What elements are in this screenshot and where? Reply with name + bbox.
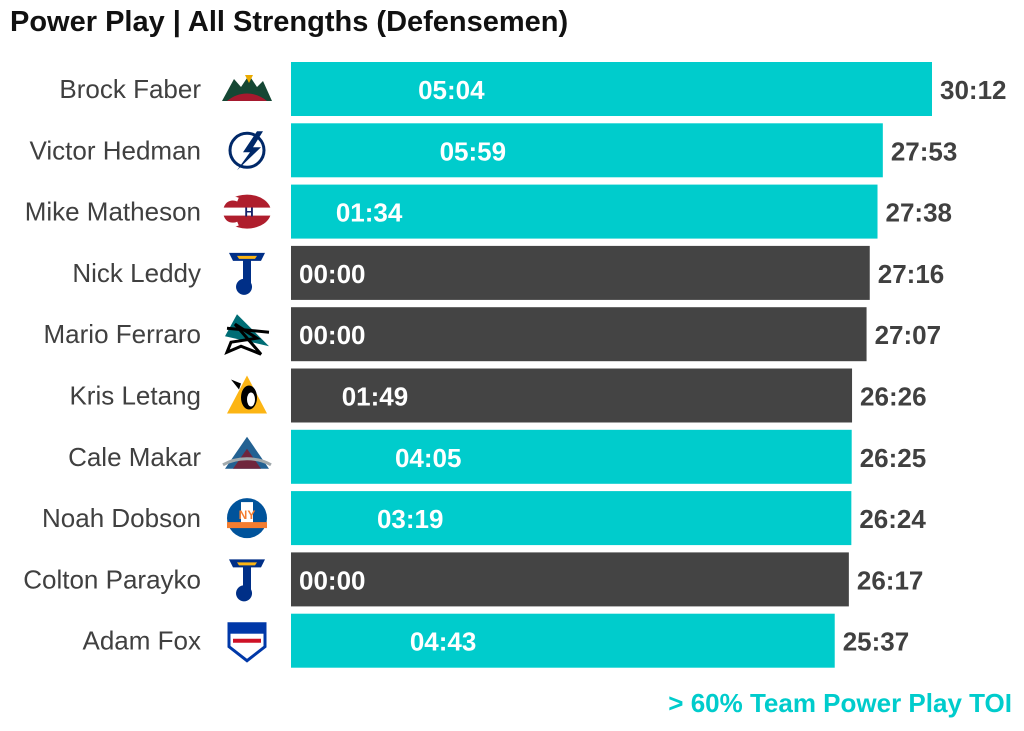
new-york-islanders-logo: NY <box>227 498 267 539</box>
total-time-label: 26:26 <box>860 382 927 412</box>
bar-row: Brock Faber 05:04 30:12 <box>59 62 1007 116</box>
chart-title: Power Play | All Strengths (Defensemen) <box>10 6 569 38</box>
player-name-label: Kris Letang <box>69 381 201 411</box>
pp-time-label: 00:00 <box>299 259 366 289</box>
bar <box>291 123 883 178</box>
bar <box>291 429 852 484</box>
bar <box>291 307 867 362</box>
bar-row: Cale Makar 04:05 26:25 <box>68 429 927 484</box>
pp-time-label: 01:34 <box>336 198 403 228</box>
st-louis-blues-logo <box>229 559 265 602</box>
player-name-label: Noah Dobson <box>42 503 201 533</box>
bar-row: Colton Parayko 00:00 26:17 <box>23 552 924 607</box>
st-louis-blues-logo <box>229 252 265 295</box>
colorado-avalanche-logo <box>222 436 272 469</box>
bar-row: Mike Matheson H 01:34 27:38 <box>25 184 953 239</box>
bar-row: Kris Letang 01:49 26:26 <box>69 368 927 423</box>
player-name-label: Colton Parayko <box>23 564 201 594</box>
total-time-label: 26:24 <box>859 504 926 534</box>
pp-time-label: 00:00 <box>299 320 366 350</box>
pittsburgh-penguins-logo <box>227 375 267 414</box>
bar-row: Mario Ferraro 00:00 27:07 <box>44 307 942 362</box>
player-name-label: Mike Matheson <box>25 197 201 227</box>
player-name-label: Mario Ferraro <box>44 319 201 349</box>
montreal-canadiens-logo: H <box>218 194 271 229</box>
total-time-label: 26:17 <box>857 565 924 595</box>
bar-row: Noah Dobson NY 03:19 26:24 <box>42 491 926 546</box>
pp-time-label: 04:05 <box>395 443 462 473</box>
bar <box>291 552 849 607</box>
player-name-label: Brock Faber <box>59 74 201 104</box>
pp-time-label: 00:00 <box>299 565 366 595</box>
svg-text:H: H <box>244 205 253 220</box>
legend-text: > 60% Team Power Play TOI <box>668 688 1012 718</box>
pp-time-label: 04:43 <box>410 627 477 657</box>
total-time-label: 27:38 <box>886 198 953 228</box>
pp-time-label: 01:49 <box>342 382 409 412</box>
bar-row: Nick Leddy 00:00 27:16 <box>72 245 945 300</box>
bar-row: Adam Fox 04:43 25:37 <box>83 613 910 668</box>
pp-time-label: 05:59 <box>440 136 507 166</box>
bar-row: Victor Hedman 05:59 27:53 <box>30 123 958 178</box>
total-time-label: 26:25 <box>860 443 927 473</box>
total-time-label: 30:12 <box>940 75 1007 105</box>
total-time-label: 27:53 <box>891 136 958 166</box>
total-time-label: 25:37 <box>843 627 910 657</box>
player-name-label: Cale Makar <box>68 442 201 472</box>
new-york-rangers-logo <box>227 622 267 663</box>
pp-time-label: 05:04 <box>418 75 485 105</box>
minnesota-wild-logo <box>222 75 272 101</box>
tampa-bay-lightning-logo <box>228 131 266 171</box>
total-time-label: 27:16 <box>878 259 945 289</box>
svg-text:NY: NY <box>239 508 256 522</box>
san-jose-sharks-logo <box>224 314 270 356</box>
player-name-label: Victor Hedman <box>30 135 202 165</box>
pp-time-label: 03:19 <box>377 504 444 534</box>
bar <box>291 62 932 116</box>
player-name-label: Nick Leddy <box>72 258 201 288</box>
bar <box>291 245 870 300</box>
bar <box>291 613 835 668</box>
bar <box>291 368 853 423</box>
total-time-label: 27:07 <box>875 320 942 350</box>
bar <box>291 491 852 546</box>
player-name-label: Adam Fox <box>83 626 202 656</box>
bar <box>291 184 878 239</box>
